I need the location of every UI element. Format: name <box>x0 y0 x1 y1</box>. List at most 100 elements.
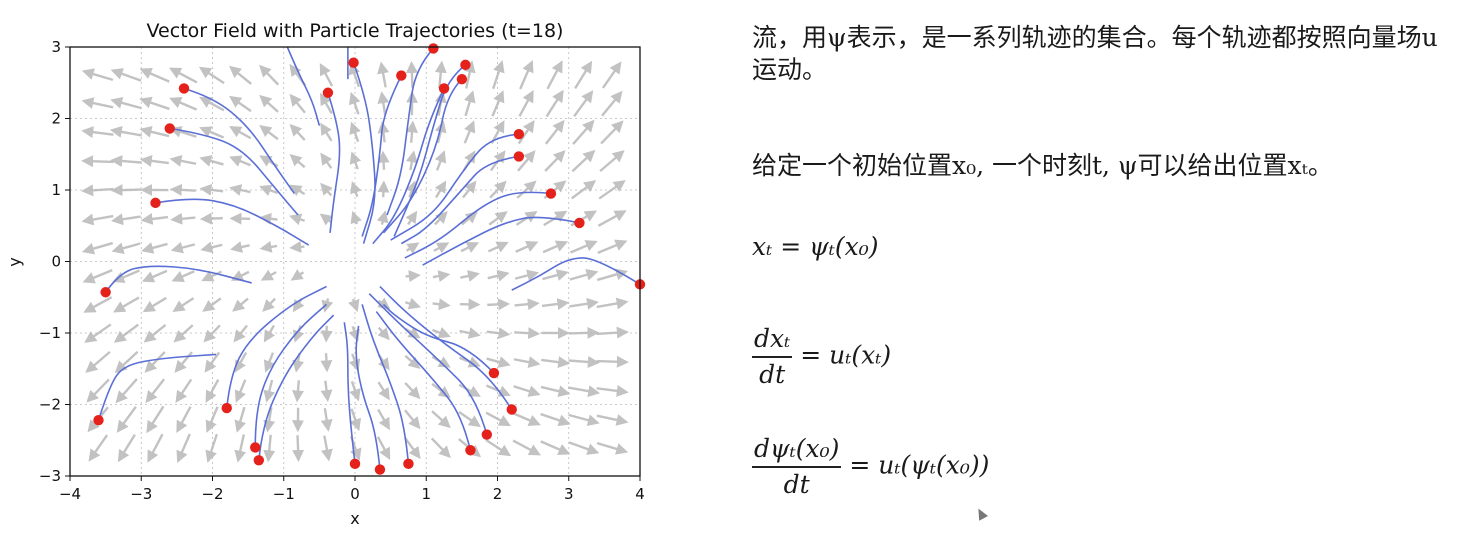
vector-arrow <box>377 326 390 341</box>
grid-lines <box>69 46 641 477</box>
y-tick-label: 3 <box>51 38 61 56</box>
vector-arrow <box>542 269 569 281</box>
vector-arrow <box>571 180 597 200</box>
trajectories <box>97 46 641 470</box>
vector-arrow <box>568 441 600 455</box>
vector-arrow <box>229 95 252 113</box>
vector-arrow <box>350 210 362 225</box>
vector-arrow <box>263 379 276 403</box>
vector-arrow <box>377 91 390 115</box>
vector-arrow <box>198 66 225 85</box>
trajectory-line <box>258 314 335 461</box>
vector-arrow <box>487 241 509 253</box>
vector-arrow <box>110 184 142 197</box>
vector-arrow <box>289 93 306 114</box>
particle-point <box>100 287 111 298</box>
particle-point <box>438 83 450 94</box>
vector-arrow <box>204 351 221 373</box>
x-tick-label: −1 <box>273 485 295 503</box>
vector-arrow <box>111 242 141 255</box>
trajectory-line <box>286 46 321 126</box>
vector-arrow <box>86 378 110 403</box>
vector-arrow <box>431 410 451 429</box>
vector-arrow <box>404 354 421 369</box>
vector-arrow <box>139 154 169 167</box>
vector-arrow <box>234 434 247 463</box>
vector-arrow <box>541 356 571 369</box>
vector-arrow <box>349 380 361 402</box>
vector-arrow <box>320 92 333 115</box>
vector-arrow <box>202 297 222 312</box>
particle-point <box>460 59 471 71</box>
trajectory-line <box>355 325 381 470</box>
particle-point <box>403 458 414 470</box>
particle-point <box>374 464 386 475</box>
vector-arrow <box>228 65 252 85</box>
y-tick-label: 0 <box>51 253 61 271</box>
vector-arrow <box>81 213 114 226</box>
vector-arrow <box>463 60 476 89</box>
vector-arrow <box>172 297 195 312</box>
vector-arrow <box>199 155 224 167</box>
vector-arrow <box>568 385 601 398</box>
vector-arrow <box>491 90 505 117</box>
vector-arrow <box>139 125 170 138</box>
trajectory-line <box>155 198 310 246</box>
vector-arrow <box>110 155 142 168</box>
vector-arrow <box>349 91 361 115</box>
trajectory-line <box>169 127 299 216</box>
vector-arrow <box>434 120 447 144</box>
vector-arrow <box>405 61 418 88</box>
vector-arrow <box>320 408 333 432</box>
vector-arrow <box>434 150 447 171</box>
trajectory-line <box>254 303 328 448</box>
vector-arrow <box>485 411 511 427</box>
vector-arrow <box>540 385 571 398</box>
vector-arrow <box>292 325 305 343</box>
vector-arrow <box>406 120 419 143</box>
trajectory-line <box>379 285 513 410</box>
vector-arrow <box>263 434 276 463</box>
vector-arrow <box>486 327 511 340</box>
particle-point <box>93 415 104 426</box>
vector-arrow <box>546 60 563 90</box>
vector-arrow <box>321 435 333 462</box>
flow-fraction: dψₜ(x₀) dt <box>752 432 842 502</box>
vector-arrow <box>572 119 595 145</box>
vector-arrow <box>489 180 507 199</box>
vector-arrow <box>488 211 508 226</box>
vector-arrow <box>377 150 390 170</box>
vector-arrow <box>404 409 421 430</box>
vector-arrow <box>514 269 540 282</box>
vector-arrow <box>463 120 476 144</box>
vector-arrow <box>598 180 626 200</box>
vector-arrow <box>432 298 451 311</box>
x-tick-label: −4 <box>59 485 81 503</box>
x-tick-label: 4 <box>635 485 645 503</box>
vector-arrow <box>487 269 510 282</box>
trajectory-line <box>97 353 217 421</box>
velocity-numerator: dxₜ <box>752 322 793 358</box>
vector-arrow <box>545 89 564 118</box>
vector-arrow <box>263 352 276 373</box>
x-tick-label: 0 <box>350 485 360 503</box>
velocity-rhs: = uₜ(xₜ) <box>800 340 892 370</box>
vector-arrow <box>175 378 193 403</box>
x-tick-label: 2 <box>493 485 503 503</box>
vector-arrow <box>487 298 511 311</box>
particle-point <box>481 429 493 440</box>
vector-arrow <box>140 213 169 225</box>
vector-arrow <box>376 210 389 225</box>
vector-arrow <box>513 356 541 369</box>
vector-arrow <box>462 180 477 199</box>
vector-arrow <box>200 241 223 254</box>
vector-arrow <box>599 150 625 173</box>
vector-arrow <box>110 68 142 82</box>
y-tick-label: −3 <box>39 467 61 485</box>
vector-arrow <box>141 269 168 283</box>
vector-arrow <box>112 296 140 313</box>
x-tick-label: −2 <box>201 485 223 503</box>
vector-arrow <box>320 353 333 373</box>
vector-arrow <box>512 412 541 426</box>
